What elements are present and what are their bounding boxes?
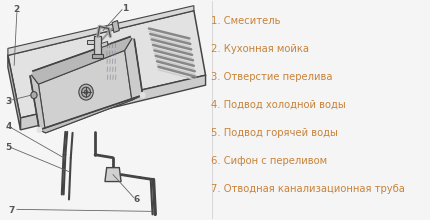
Circle shape bbox=[132, 33, 136, 38]
Polygon shape bbox=[29, 72, 46, 133]
Polygon shape bbox=[125, 35, 143, 100]
Text: 5. Подвод горячей воды: 5. Подвод горячей воды bbox=[211, 128, 338, 138]
Polygon shape bbox=[39, 95, 143, 133]
Circle shape bbox=[37, 127, 42, 132]
Polygon shape bbox=[8, 11, 206, 118]
Polygon shape bbox=[8, 6, 194, 55]
Text: 3: 3 bbox=[6, 97, 12, 106]
Polygon shape bbox=[8, 55, 21, 130]
Text: 4. Подвод холодной воды: 4. Подвод холодной воды bbox=[211, 100, 346, 110]
Text: 2: 2 bbox=[14, 5, 20, 14]
Polygon shape bbox=[94, 37, 101, 56]
Circle shape bbox=[27, 70, 32, 75]
Text: 7. Отводная канализационная труба: 7. Отводная канализационная труба bbox=[211, 184, 405, 194]
Text: 5: 5 bbox=[6, 143, 12, 152]
Polygon shape bbox=[38, 50, 132, 133]
Polygon shape bbox=[21, 75, 206, 130]
Circle shape bbox=[84, 90, 88, 94]
Text: 7: 7 bbox=[8, 206, 15, 215]
Polygon shape bbox=[105, 168, 121, 182]
Text: 6. Сифон с переливом: 6. Сифон с переливом bbox=[211, 156, 327, 166]
Polygon shape bbox=[29, 35, 134, 84]
Circle shape bbox=[141, 93, 145, 98]
Text: 1: 1 bbox=[122, 4, 128, 13]
Circle shape bbox=[82, 87, 91, 97]
Circle shape bbox=[31, 92, 37, 99]
Text: 2. Кухонная мойка: 2. Кухонная мойка bbox=[211, 44, 309, 54]
Text: 3. Отверстие перелива: 3. Отверстие перелива bbox=[211, 72, 333, 82]
Polygon shape bbox=[87, 40, 94, 44]
Polygon shape bbox=[92, 54, 103, 58]
Text: 6: 6 bbox=[133, 195, 139, 204]
Text: 4: 4 bbox=[6, 122, 12, 131]
Text: 1. Смеситель: 1. Смеситель bbox=[211, 16, 281, 26]
Polygon shape bbox=[101, 41, 108, 47]
Polygon shape bbox=[112, 20, 119, 33]
Circle shape bbox=[79, 84, 93, 100]
